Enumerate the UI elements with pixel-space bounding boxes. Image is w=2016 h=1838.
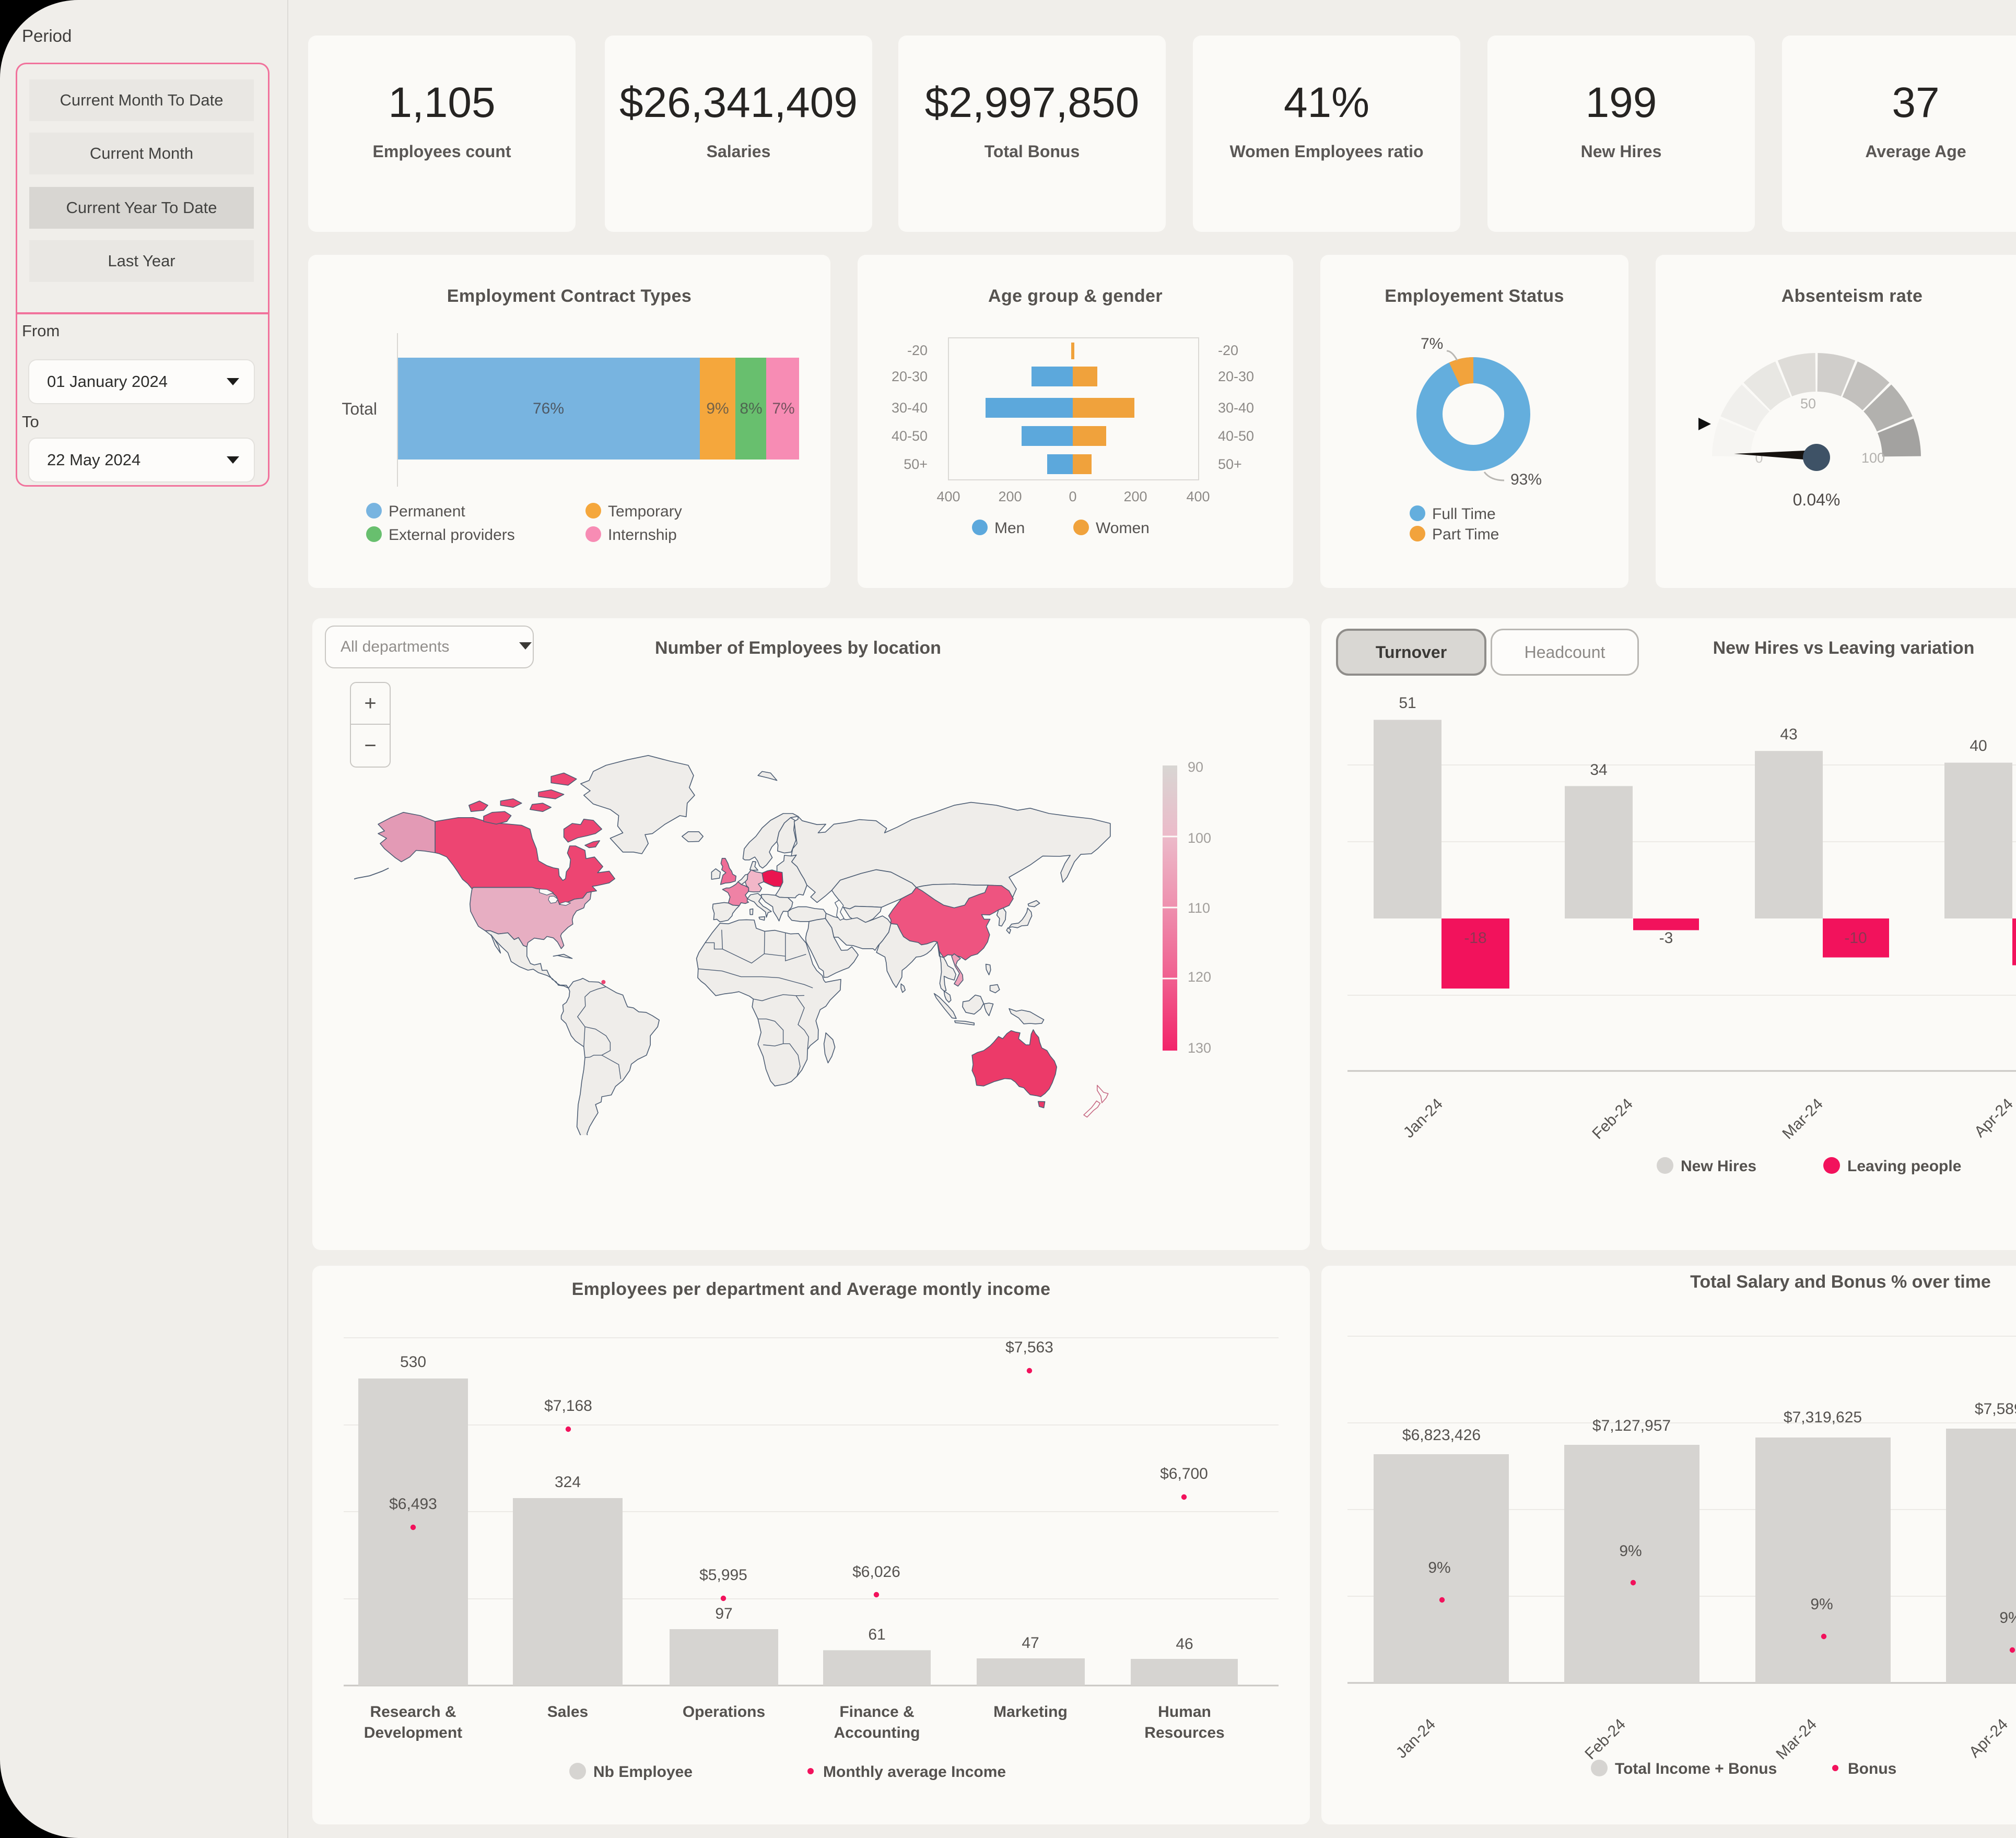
svg-text:External providers: External providers — [389, 526, 515, 544]
svg-text:7%: 7% — [772, 400, 794, 417]
svg-text:90: 90 — [1188, 759, 1203, 775]
svg-text:120: 120 — [1188, 969, 1211, 985]
svg-text:Mar-24: Mar-24 — [1773, 1716, 1820, 1763]
svg-text:New Hires: New Hires — [1681, 1158, 1756, 1175]
svg-text:9%: 9% — [1810, 1596, 1833, 1613]
svg-text:-20: -20 — [1218, 343, 1238, 358]
svg-text:100: 100 — [1861, 450, 1885, 466]
svg-text:Men: Men — [994, 520, 1025, 537]
svg-text:51: 51 — [1399, 694, 1416, 712]
svg-text:Total Income + Bonus: Total Income + Bonus — [1615, 1760, 1777, 1777]
svg-text:8%: 8% — [740, 400, 762, 417]
svg-text:Internship: Internship — [608, 526, 677, 544]
svg-text:$7,127,957: $7,127,957 — [1592, 1417, 1671, 1434]
svg-text:Feb-24: Feb-24 — [1581, 1716, 1629, 1763]
svg-text:0: 0 — [1755, 450, 1763, 466]
svg-text:Temporary: Temporary — [608, 503, 682, 520]
svg-text:530: 530 — [400, 1353, 426, 1371]
svg-text:Operations: Operations — [683, 1703, 765, 1721]
svg-text:400: 400 — [936, 489, 960, 504]
svg-text:Jan-24: Jan-24 — [1400, 1095, 1446, 1141]
svg-text:20-30: 20-30 — [892, 369, 928, 384]
svg-text:Mar-24: Mar-24 — [1779, 1095, 1826, 1143]
svg-text:7%: 7% — [1421, 335, 1443, 352]
svg-text:40-50: 40-50 — [892, 428, 928, 444]
svg-text:Bonus: Bonus — [1848, 1760, 1896, 1777]
svg-text:Accounting: Accounting — [834, 1724, 920, 1741]
svg-text:Apr-24: Apr-24 — [1971, 1095, 2016, 1141]
svg-text:200: 200 — [1123, 489, 1147, 504]
svg-text:40: 40 — [1970, 737, 1987, 755]
svg-text:Marketing: Marketing — [993, 1703, 1068, 1721]
svg-text:9%: 9% — [706, 400, 729, 417]
svg-text:100: 100 — [1188, 830, 1211, 846]
svg-text:Permanent: Permanent — [389, 503, 465, 520]
svg-text:-20: -20 — [907, 343, 928, 358]
svg-text:400: 400 — [1186, 489, 1210, 504]
svg-text:Nb Employee: Nb Employee — [593, 1763, 693, 1781]
svg-text:61: 61 — [868, 1626, 885, 1643]
svg-text:0.04%: 0.04% — [1793, 490, 1841, 509]
svg-text:46: 46 — [1176, 1635, 1193, 1653]
svg-text:50: 50 — [1800, 396, 1816, 411]
svg-text:50+: 50+ — [1218, 456, 1242, 472]
svg-text:Human: Human — [1158, 1703, 1211, 1721]
svg-text:Full Time: Full Time — [1432, 505, 1496, 523]
svg-text:Monthly average Income: Monthly average Income — [823, 1763, 1006, 1781]
svg-text:Resources: Resources — [1144, 1724, 1224, 1741]
svg-text:$7,168: $7,168 — [544, 1397, 592, 1415]
svg-text:$5,995: $5,995 — [699, 1566, 747, 1584]
svg-text:$7,589,625: $7,589,625 — [1975, 1400, 2016, 1418]
svg-text:-18: -18 — [1464, 929, 1486, 947]
svg-text:30-40: 30-40 — [1218, 400, 1254, 416]
svg-text:30-40: 30-40 — [892, 400, 928, 416]
svg-text:Research &: Research & — [370, 1703, 456, 1721]
svg-text:Finance &: Finance & — [839, 1703, 914, 1721]
svg-text:324: 324 — [555, 1474, 581, 1491]
svg-text:20-30: 20-30 — [1218, 369, 1254, 384]
svg-text:130: 130 — [1188, 1040, 1211, 1056]
svg-text:76%: 76% — [533, 400, 564, 417]
svg-text:-10: -10 — [1844, 929, 1867, 947]
svg-text:0: 0 — [1069, 489, 1076, 504]
svg-text:$6,823,426: $6,823,426 — [1402, 1427, 1481, 1444]
svg-text:Women: Women — [1096, 520, 1150, 537]
svg-text:-3: -3 — [1659, 929, 1673, 947]
svg-text:9%: 9% — [1428, 1559, 1450, 1576]
svg-text:9%: 9% — [1999, 1609, 2016, 1627]
svg-text:93%: 93% — [1510, 471, 1542, 488]
svg-text:Apr-24: Apr-24 — [1966, 1716, 2011, 1761]
svg-text:9%: 9% — [1619, 1542, 1642, 1560]
svg-text:$7,319,625: $7,319,625 — [1784, 1409, 1862, 1426]
svg-text:$6,026: $6,026 — [852, 1563, 900, 1581]
svg-text:97: 97 — [715, 1605, 732, 1622]
svg-text:Total: Total — [342, 399, 377, 418]
svg-text:110: 110 — [1188, 900, 1210, 916]
svg-text:200: 200 — [998, 489, 1022, 504]
svg-text:Sales: Sales — [547, 1703, 588, 1721]
svg-text:Part Time: Part Time — [1432, 526, 1499, 543]
svg-text:Leaving people: Leaving people — [1847, 1158, 1961, 1175]
svg-text:Feb-24: Feb-24 — [1589, 1095, 1636, 1143]
svg-text:40-50: 40-50 — [1218, 428, 1254, 444]
svg-text:Jan-24: Jan-24 — [1393, 1716, 1439, 1762]
svg-text:$6,700: $6,700 — [1160, 1465, 1208, 1482]
svg-text:$6,493: $6,493 — [389, 1495, 437, 1513]
svg-text:43: 43 — [1780, 726, 1797, 743]
svg-text:$7,563: $7,563 — [1005, 1339, 1053, 1356]
svg-text:50+: 50+ — [904, 456, 928, 472]
svg-text:47: 47 — [1022, 1634, 1039, 1652]
svg-text:34: 34 — [1590, 761, 1607, 779]
svg-text:Development: Development — [364, 1724, 462, 1741]
